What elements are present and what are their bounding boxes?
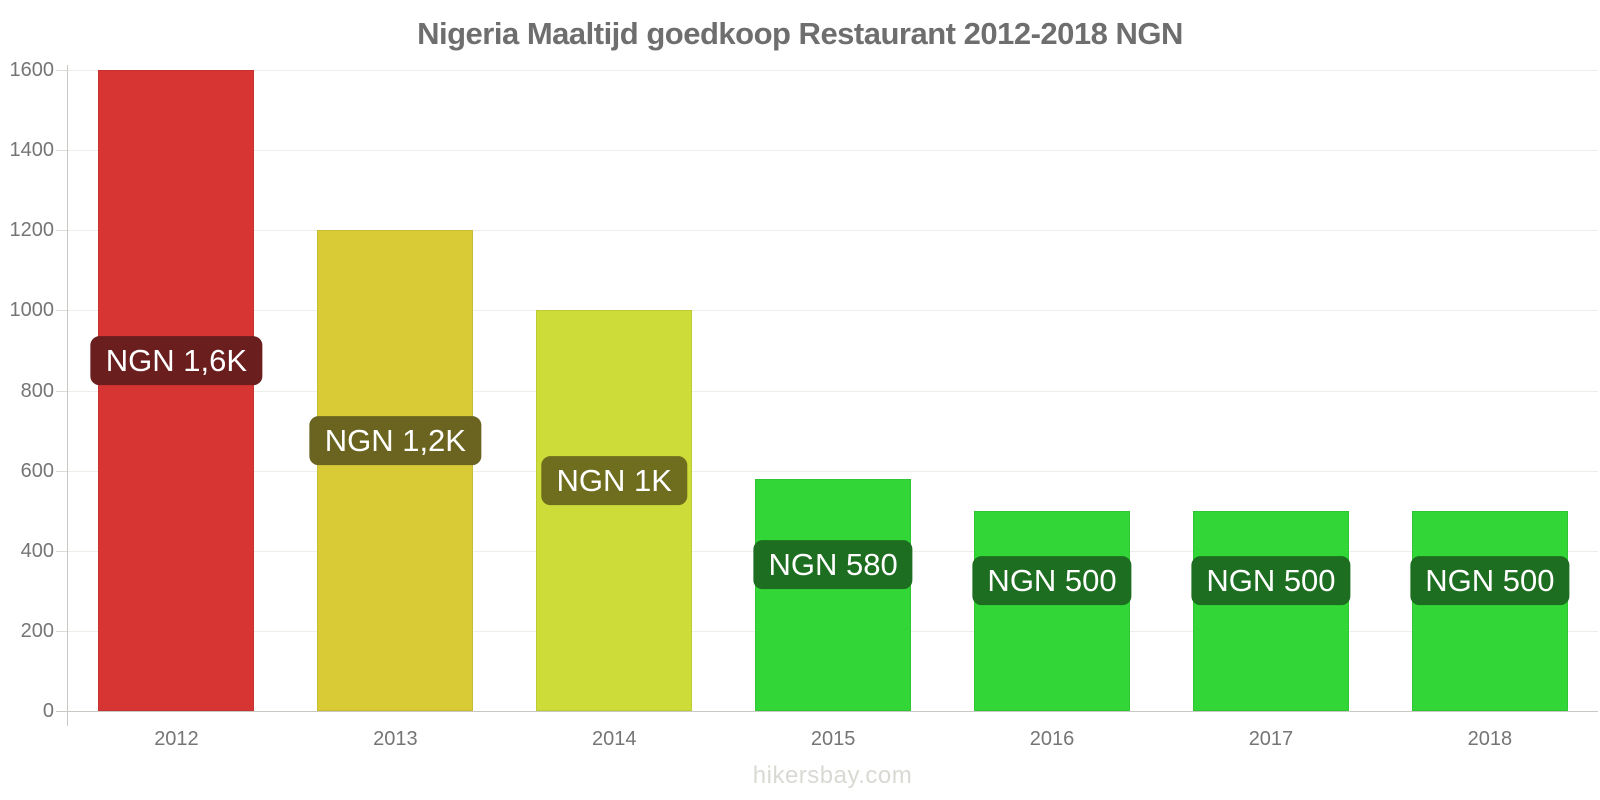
y-axis-tick-400 (56, 550, 68, 552)
y-axis-tick-1200 (56, 230, 68, 232)
bar-value-label-2017: NGN 500 (1191, 556, 1351, 606)
bar-2017[interactable]: NGN 500 (1191, 510, 1351, 711)
gridline-600 (68, 470, 1598, 472)
x-axis-label-2014: 2014 (591, 728, 637, 750)
bar-2012[interactable]: NGN 1,6K (90, 70, 263, 711)
bar-value-label-2016: NGN 500 (972, 556, 1132, 606)
gridline-1600 (68, 70, 1598, 71)
y-axis-tick-200 (56, 630, 68, 632)
bar-2016[interactable]: NGN 500 (972, 510, 1132, 711)
bar-2014[interactable]: NGN 1K (536, 310, 693, 711)
bar-value-label-2018: NGN 500 (1410, 556, 1570, 606)
x-axis-label-2012: 2012 (154, 728, 199, 750)
y-axis-tick-1400 (56, 150, 68, 152)
y-axis-label-400: 400 (20, 539, 54, 562)
y-axis-tick-1000 (56, 310, 68, 312)
y-axis-tick-1600 (56, 70, 68, 71)
chart-title: Nigeria Maaltijd goedkoop Restaurant 201… (417, 16, 1183, 51)
watermark-text: hikersbay.com (752, 762, 913, 789)
y-axis-label-200: 200 (20, 619, 54, 642)
bar-value-label-2013: NGN 1,2K (309, 415, 481, 466)
gridline-1200 (68, 230, 1598, 232)
x-axis-line (56, 711, 1598, 712)
y-axis-label-1200: 1200 (9, 219, 55, 242)
bar-2018[interactable]: NGN 500 (1410, 510, 1570, 711)
y-axis-tick-600 (56, 470, 68, 472)
bar-value-label-2012: NGN 1,6K (90, 335, 263, 386)
y-axis-label-800: 800 (20, 379, 54, 402)
x-axis-label-2017: 2017 (1248, 728, 1294, 750)
y-axis-label-600: 600 (20, 459, 54, 482)
x-axis-label-2018: 2018 (1467, 728, 1513, 750)
x-axis-label-2016: 2016 (1029, 728, 1075, 750)
bar-value-label-2014: NGN 1K (541, 455, 687, 506)
y-axis-label-1400: 1400 (9, 139, 55, 162)
x-axis-label-2013: 2013 (373, 728, 418, 750)
y-axis-label-1600: 1600 (9, 59, 55, 81)
bar-2013[interactable]: NGN 1,2K (309, 230, 481, 711)
bar-value-label-2015: NGN 580 (753, 539, 913, 590)
x-axis-label-2015: 2015 (810, 728, 856, 750)
y-axis-label-1000: 1000 (9, 299, 55, 322)
gridline-800 (68, 390, 1598, 392)
y-axis-line (67, 65, 68, 726)
bar-2015[interactable]: NGN 580 (753, 478, 913, 711)
gridline-1400 (68, 150, 1598, 152)
y-axis-label-0: 0 (42, 700, 54, 722)
y-axis-tick-800 (56, 390, 68, 392)
gridline-1000 (68, 310, 1598, 312)
